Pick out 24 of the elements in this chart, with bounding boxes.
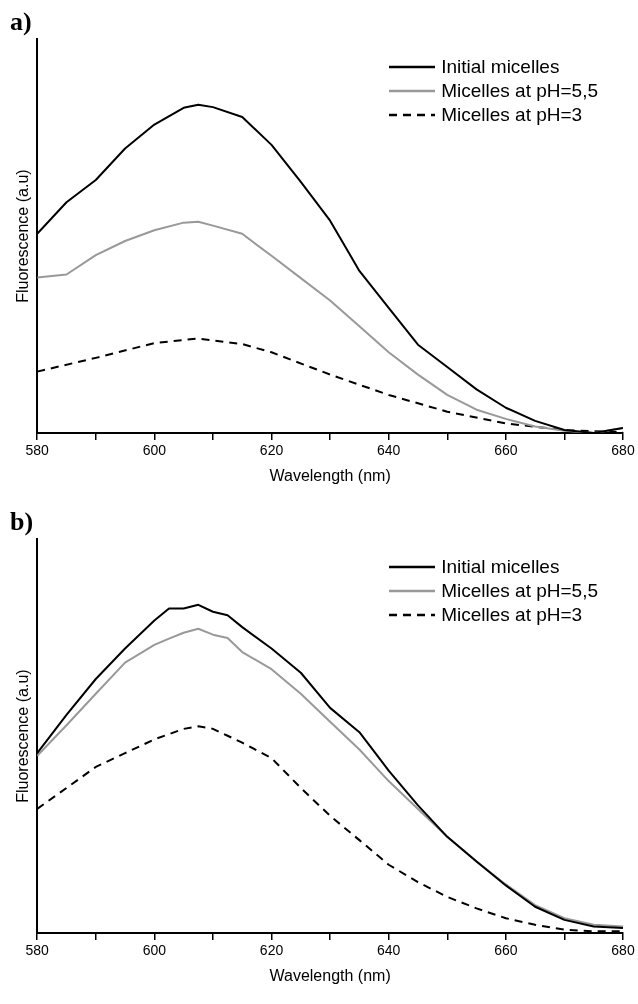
x-axis-title: Wavelength (nm) [269, 966, 391, 984]
y-axis-title: Fluorescence (a.u) [14, 169, 32, 303]
x-tick-label: 620 [259, 442, 284, 459]
legend-label: Micelles at pH=5,5 [441, 79, 598, 103]
legend-label: Initial micelles [441, 555, 560, 579]
chart-title: a) [10, 7, 32, 37]
x-tick-label: 660 [494, 442, 518, 459]
x-tick-label: 580 [25, 942, 50, 959]
x-tick-label: 640 [377, 442, 401, 459]
x-tick-label: 580 [25, 442, 50, 459]
x-tick-label: 680 [611, 442, 635, 459]
y-axis-title: Fluorescence (a.u) [14, 669, 32, 803]
x-axis-title: Wavelength (nm) [269, 466, 391, 484]
x-tick-label: 640 [377, 942, 401, 959]
legend-label: Micelles at pH=3 [441, 603, 583, 627]
x-tick-label: 660 [494, 942, 518, 959]
legend-label: Micelles at pH=3 [441, 103, 583, 127]
x-tick-label: 680 [611, 942, 635, 959]
x-tick-label: 600 [142, 442, 167, 459]
chart-title: b) [10, 507, 34, 537]
legend-label: Micelles at pH=5,5 [441, 579, 598, 603]
legend-label: Initial micelles [441, 55, 560, 79]
x-tick-label: 620 [259, 942, 284, 959]
x-tick-label: 600 [142, 942, 167, 959]
